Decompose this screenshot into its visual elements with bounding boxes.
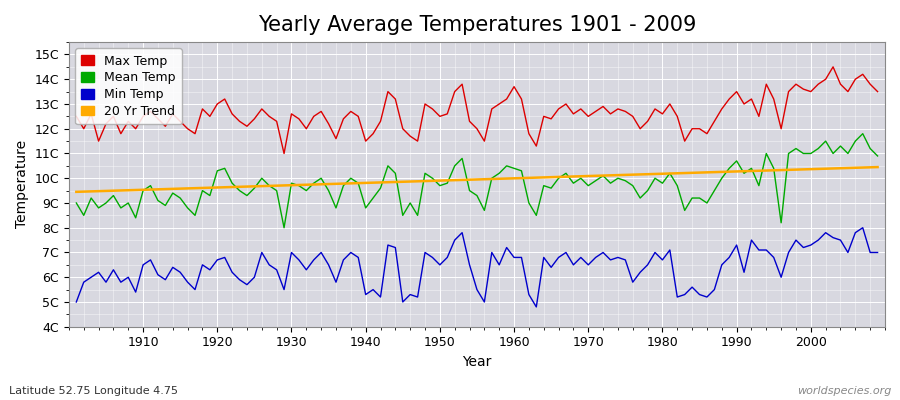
- Min Temp: [501, 245, 512, 250]
- X-axis label: Year: Year: [463, 355, 491, 369]
- Mean Temp: [605, 181, 616, 186]
- Max Temp: [516, 97, 526, 102]
- Min Temp: [872, 250, 883, 255]
- Max Temp: [279, 151, 290, 156]
- Min Temp: [130, 290, 141, 294]
- Title: Yearly Average Temperatures 1901 - 2009: Yearly Average Temperatures 1901 - 2009: [257, 15, 696, 35]
- Max Temp: [508, 84, 519, 89]
- Mean Temp: [301, 188, 311, 193]
- Max Temp: [828, 64, 839, 69]
- Line: Max Temp: Max Temp: [76, 67, 878, 154]
- Min Temp: [293, 258, 304, 262]
- Mean Temp: [508, 166, 519, 171]
- Max Temp: [130, 126, 141, 131]
- Max Temp: [605, 112, 616, 116]
- Min Temp: [71, 300, 82, 304]
- Min Temp: [338, 258, 349, 262]
- Legend: Max Temp, Mean Temp, Min Temp, 20 Yr Trend: Max Temp, Mean Temp, Min Temp, 20 Yr Tre…: [76, 48, 182, 124]
- Text: Latitude 52.75 Longitude 4.75: Latitude 52.75 Longitude 4.75: [9, 386, 178, 396]
- Mean Temp: [71, 200, 82, 205]
- Min Temp: [605, 258, 616, 262]
- Max Temp: [301, 126, 311, 131]
- Mean Temp: [130, 216, 141, 220]
- Min Temp: [531, 304, 542, 309]
- Mean Temp: [858, 131, 868, 136]
- Max Temp: [872, 89, 883, 94]
- Mean Temp: [516, 168, 526, 173]
- Min Temp: [858, 225, 868, 230]
- Min Temp: [508, 255, 519, 260]
- Text: worldspecies.org: worldspecies.org: [796, 386, 891, 396]
- Mean Temp: [872, 154, 883, 158]
- Max Temp: [346, 109, 356, 114]
- Mean Temp: [279, 225, 290, 230]
- Max Temp: [71, 114, 82, 119]
- Line: Min Temp: Min Temp: [76, 228, 878, 307]
- Mean Temp: [346, 176, 356, 181]
- Line: Mean Temp: Mean Temp: [76, 134, 878, 228]
- Y-axis label: Temperature: Temperature: [15, 140, 29, 228]
